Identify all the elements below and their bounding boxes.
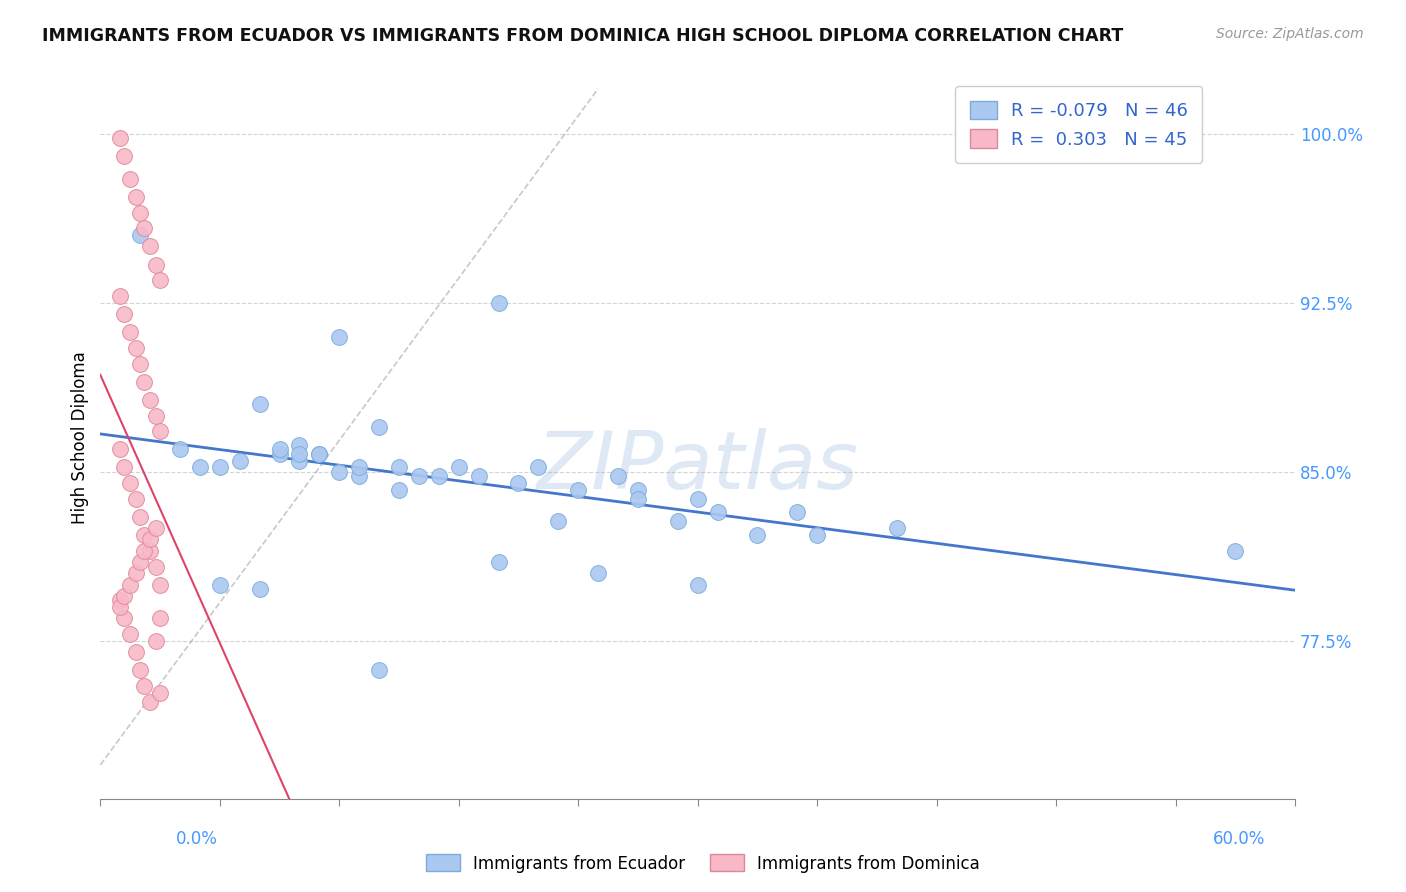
Point: [347, 460, 370, 475]
Point: [508, 476, 530, 491]
Point: [249, 397, 271, 411]
Point: [129, 228, 152, 243]
Point: [308, 447, 330, 461]
Point: [686, 491, 709, 506]
Point: [447, 460, 470, 475]
Point: [112, 307, 135, 321]
Point: [408, 469, 430, 483]
Point: [806, 528, 828, 542]
Point: [288, 438, 311, 452]
Point: [328, 465, 350, 479]
Point: [125, 491, 148, 506]
Point: [139, 543, 162, 558]
Text: 60.0%: 60.0%: [1213, 830, 1265, 847]
Point: [388, 483, 411, 497]
Point: [125, 645, 148, 659]
Point: [786, 505, 808, 519]
Point: [747, 528, 769, 542]
Point: [129, 357, 152, 371]
Point: [120, 172, 142, 186]
Point: [134, 543, 156, 558]
Point: [145, 258, 167, 272]
Point: [120, 325, 142, 339]
Point: [149, 686, 172, 700]
Point: [149, 611, 172, 625]
Point: [886, 521, 908, 535]
Point: [547, 515, 569, 529]
Point: [125, 341, 148, 355]
Point: [686, 577, 709, 591]
Point: [188, 460, 211, 475]
Point: [125, 566, 148, 581]
Point: [308, 447, 330, 461]
Point: [145, 521, 167, 535]
Point: [134, 528, 156, 542]
Point: [134, 375, 156, 389]
Point: [110, 593, 132, 607]
Point: [134, 679, 156, 693]
Point: [149, 425, 172, 439]
Point: [120, 577, 142, 591]
Point: [229, 453, 252, 467]
Y-axis label: High School Diploma: High School Diploma: [72, 351, 89, 524]
Point: [328, 329, 350, 343]
Point: [288, 447, 311, 461]
Point: [110, 289, 132, 303]
Point: [112, 589, 135, 603]
Point: [607, 469, 630, 483]
Point: [112, 149, 135, 163]
Point: [145, 559, 167, 574]
Point: [249, 582, 271, 596]
Point: [368, 663, 391, 677]
Point: [112, 611, 135, 625]
Text: IMMIGRANTS FROM ECUADOR VS IMMIGRANTS FROM DOMINICA HIGH SCHOOL DIPLOMA CORRELAT: IMMIGRANTS FROM ECUADOR VS IMMIGRANTS FR…: [42, 27, 1123, 45]
Point: [139, 695, 162, 709]
Text: 0.0%: 0.0%: [176, 830, 218, 847]
Point: [208, 577, 231, 591]
Point: [129, 510, 152, 524]
Point: [112, 460, 135, 475]
Text: Source: ZipAtlas.com: Source: ZipAtlas.com: [1216, 27, 1364, 41]
Point: [388, 460, 411, 475]
Point: [129, 663, 152, 677]
Point: [288, 453, 311, 467]
Point: [269, 447, 291, 461]
Legend: R = -0.079   N = 46, R =  0.303   N = 45: R = -0.079 N = 46, R = 0.303 N = 45: [955, 87, 1202, 163]
Point: [586, 566, 609, 581]
Point: [488, 555, 510, 569]
Point: [110, 442, 132, 457]
Point: [110, 600, 132, 615]
Point: [666, 515, 689, 529]
Point: [169, 442, 191, 457]
Point: [347, 469, 370, 483]
Point: [120, 476, 142, 491]
Point: [1225, 543, 1247, 558]
Point: [110, 131, 132, 145]
Point: [145, 409, 167, 423]
Point: [149, 273, 172, 287]
Point: [527, 460, 550, 475]
Point: [467, 469, 489, 483]
Point: [129, 205, 152, 219]
Legend: Immigrants from Ecuador, Immigrants from Dominica: Immigrants from Ecuador, Immigrants from…: [420, 847, 986, 880]
Point: [134, 221, 156, 235]
Point: [139, 239, 162, 253]
Point: [269, 442, 291, 457]
Point: [706, 505, 728, 519]
Point: [125, 190, 148, 204]
Point: [129, 555, 152, 569]
Point: [427, 469, 450, 483]
Point: [368, 419, 391, 434]
Point: [627, 483, 650, 497]
Point: [120, 627, 142, 641]
Text: ZIPatlas: ZIPatlas: [537, 428, 859, 506]
Point: [139, 392, 162, 407]
Point: [149, 577, 172, 591]
Point: [208, 460, 231, 475]
Point: [139, 533, 162, 547]
Point: [488, 295, 510, 310]
Point: [567, 483, 589, 497]
Point: [627, 491, 650, 506]
Point: [145, 634, 167, 648]
